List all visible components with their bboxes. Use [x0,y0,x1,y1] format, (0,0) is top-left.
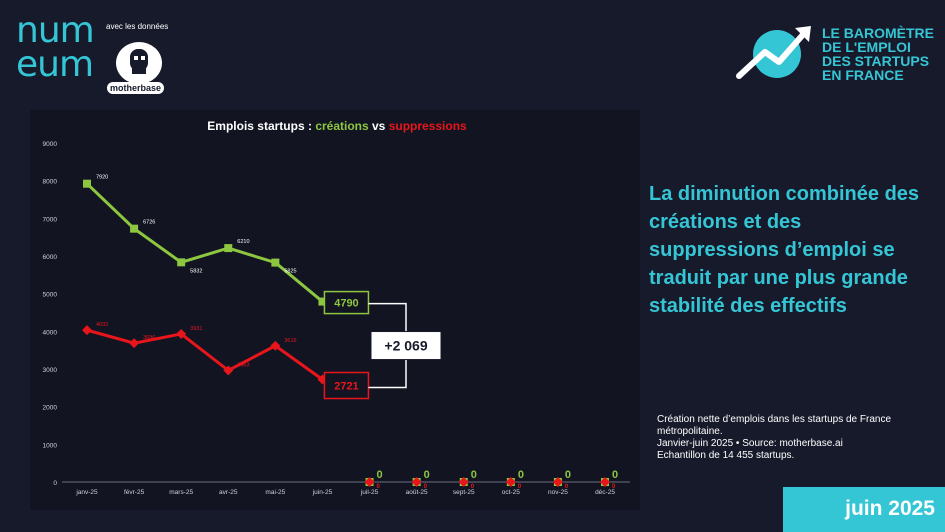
data-label: 0 [377,484,381,490]
note-line-1: Création nette d’emplois dans les startu… [657,414,892,437]
note-line-3: Echantillon de 14 455 startups. [657,450,795,461]
barometer-logo-icon [735,22,817,82]
difference-box [370,331,442,361]
data-label: 0 [518,484,522,490]
motherbase-logo-icon [116,42,162,84]
chart-title: Emplois startups : créations vs suppress… [207,119,467,133]
data-label: 0 [518,469,524,481]
data-label: 0 [424,484,428,490]
data-label: 3931 [190,326,202,332]
data-label: 0 [565,484,569,490]
data-point [177,258,186,267]
x-tick-label: juin-25 [312,489,333,496]
data-label: 6726 [143,220,155,226]
data-label: 0 [612,484,616,490]
data-label: 4032 [96,322,108,328]
x-tick-label: mai-25 [265,489,285,496]
data-point [270,340,281,351]
data-point [176,328,187,339]
data-label: 0 [424,469,430,481]
headline: La diminution combinée des créations et … [649,183,920,317]
title-prefix: Emplois startups : [207,119,315,133]
series-line-créations [85,182,324,303]
date-badge-label: juin 2025 [845,497,935,520]
y-tick-label: 1000 [43,442,58,449]
series-line-suppressions [86,328,324,381]
y-tick-label: 8000 [43,179,58,186]
logo-line-2: eum [16,44,94,85]
data-label: 3686 [143,335,155,341]
data-point [82,325,92,336]
data-label: 0 [612,469,618,481]
title-creations: créations [315,119,369,133]
data-point [130,224,139,233]
x-tick-label: oct-25 [502,489,520,496]
data-label: 7920 [96,175,108,181]
logo-line-1: num [16,10,95,51]
avec-text: avec les données [106,22,169,31]
data-point [505,477,516,487]
x-tick-label: nov-25 [548,489,568,496]
data-point [318,297,327,306]
barometer-line-3: DES STARTUPS [822,53,930,69]
creations-callout-label: 4790 [334,298,358,310]
data-label: 3616 [284,338,296,344]
data-label: 5825 [284,269,296,275]
x-tick-label: avr-25 [219,489,238,496]
y-tick-label: 0 [53,480,57,487]
data-point [83,179,91,188]
y-tick-label: 3000 [43,367,58,374]
data-point [411,477,422,487]
x-tick-label: mars-25 [169,489,193,496]
source-note: Création nette d’emplois dans les startu… [657,414,927,462]
data-label: 0 [471,484,475,490]
barometer-line-4: EN FRANCE [822,67,904,83]
data-point [223,365,234,376]
suppressions-callout-box [323,371,370,400]
x-tick-label: août-25 [406,489,428,496]
motherbase-label: motherbase [107,82,165,94]
y-tick-label: 5000 [43,292,58,299]
note-line-2: Janvier-juin 2025 • Source: motherbase.a… [657,438,843,449]
data-point [364,477,375,487]
title-vs: vs [369,119,389,133]
data-label: 0 [565,469,571,481]
numeum-logo: num eum [16,10,95,85]
data-label: 6210 [237,239,249,245]
data-point [600,477,610,487]
barometer-line-2: DE L'EMPLOI [822,39,911,55]
y-tick-label: 2000 [43,405,58,412]
x-tick-label: juil-25 [360,489,379,496]
x-tick-label: sept-25 [453,489,475,496]
data-label: 0 [471,469,477,481]
difference-label: +2 069 [384,338,427,354]
data-label: 2963 [237,362,249,368]
y-tick-label: 7000 [43,216,58,223]
x-tick-label: janv-25 [75,489,98,496]
title-suppressions: suppressions [389,119,467,133]
barometer-line-1: LE BAROMÈTRE [822,25,934,41]
suppressions-callout-label: 2721 [334,381,358,393]
x-tick-label: févr-25 [124,489,145,496]
barometer-title: LE BAROMÈTRE DE L'EMPLOI DES STARTUPS EN… [822,26,934,82]
y-tick-label: 4000 [43,329,58,336]
data-point [458,477,469,487]
data-point [129,338,140,349]
data-point [271,258,280,267]
data-label: 5832 [190,268,202,274]
date-badge: juin 2025 [783,487,945,532]
creations-callout-box [323,290,370,315]
y-tick-label: 6000 [43,254,58,261]
y-tick-label: 9000 [43,141,58,148]
x-tick-label: déc-25 [595,489,615,496]
data-point [552,477,563,487]
data-label: 0 [377,469,383,481]
data-point [224,244,233,253]
